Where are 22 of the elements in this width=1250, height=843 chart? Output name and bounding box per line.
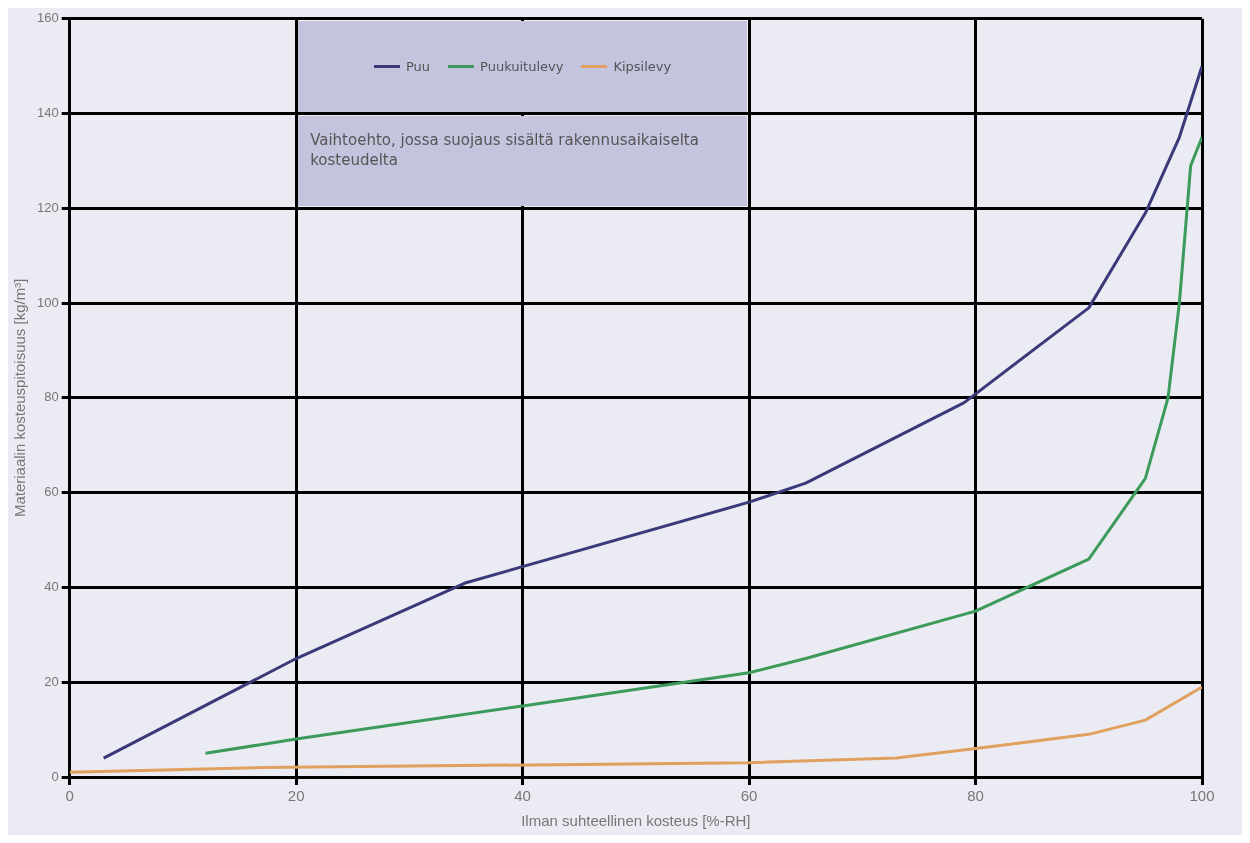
legend-label: Puu [405,58,431,74]
x-tick-label: 0 [65,787,74,805]
x-tick-label: 40 [514,787,531,805]
y-tick-label: 0 [51,768,59,784]
y-tick-label: 20 [44,673,59,689]
y-tick-label: 140 [36,105,59,121]
x-tick-label: 100 [1189,787,1215,805]
y-axis-title: Materiaalin kosteuspitoisuus [kg/m³] [11,278,29,518]
annotation: Vaihtoehto, jossa suojaus sisältä rakennusaikaiselta kosteudelta [310,129,700,170]
y-tick-label: 120 [36,199,59,215]
y-tick-label: 160 [36,10,59,26]
legend-label: Kipsilevy [613,58,672,74]
legend-label: Puukuitulevy [480,58,564,74]
y-tick-label: 40 [44,579,59,595]
note-panel: Vaihtoehto, jossa suojaus sisältä rakennusaikaiselta kosteudelta [298,115,748,207]
y-tick-label: 80 [44,389,59,405]
y-tick-label: 100 [36,294,59,310]
y-tick-label: 60 [44,484,59,500]
x-tick-label: 80 [967,787,984,805]
x-tick-label: 20 [287,787,305,805]
x-tick-label: 60 [740,787,758,805]
x-axis-title: Ilman suhteellinen kosteus [%-RH] [521,812,751,830]
